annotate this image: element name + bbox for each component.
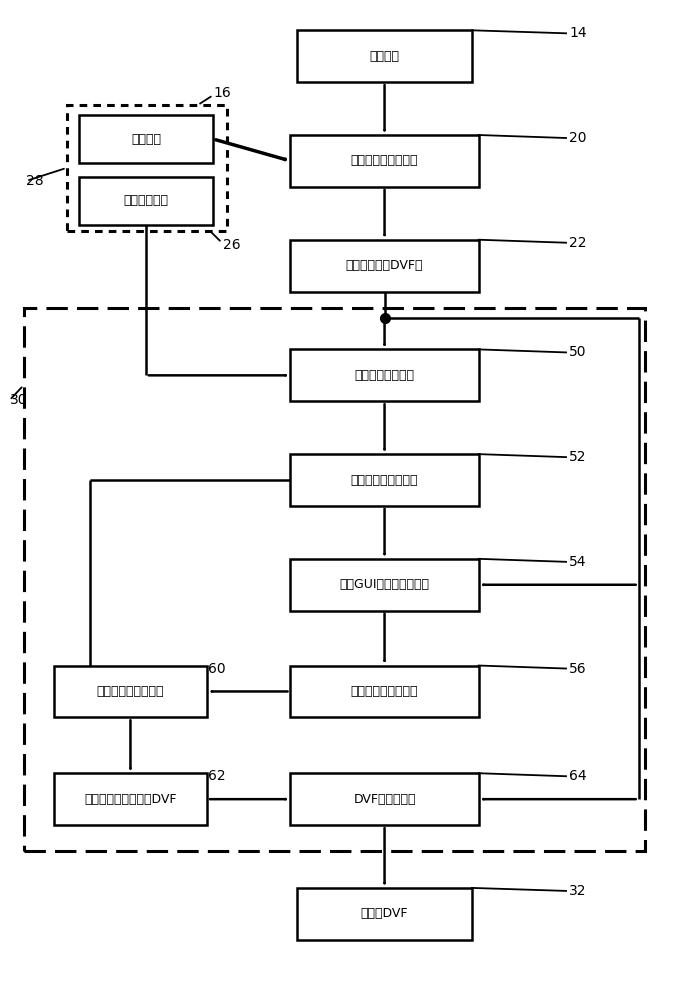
Text: 可变形图像配准模块: 可变形图像配准模块 <box>351 154 418 167</box>
Text: 计划图像: 计划图像 <box>131 133 161 146</box>
FancyBboxPatch shape <box>54 666 207 717</box>
Text: 60: 60 <box>208 662 225 676</box>
Text: 52: 52 <box>570 450 587 464</box>
FancyBboxPatch shape <box>79 177 213 225</box>
Text: 具有GUI的轮廓编辑模块: 具有GUI的轮廓编辑模块 <box>340 578 429 591</box>
FancyBboxPatch shape <box>290 666 479 717</box>
Text: 32: 32 <box>570 884 587 898</box>
Text: 14: 14 <box>570 26 587 40</box>
Text: 20: 20 <box>570 131 587 145</box>
Text: 56: 56 <box>570 662 587 676</box>
Text: 计划图像轮廓: 计划图像轮廓 <box>124 194 169 207</box>
FancyBboxPatch shape <box>290 559 479 611</box>
Text: 处理图像: 处理图像 <box>369 50 400 63</box>
Text: 16: 16 <box>213 86 231 100</box>
Text: 62: 62 <box>208 769 225 783</box>
Text: 26: 26 <box>223 238 241 252</box>
Text: 变形矢量场（DVF）: 变形矢量场（DVF） <box>346 259 423 272</box>
FancyBboxPatch shape <box>297 30 472 82</box>
FancyBboxPatch shape <box>290 454 479 506</box>
FancyBboxPatch shape <box>79 115 213 163</box>
Text: 64: 64 <box>570 769 587 783</box>
Text: 22: 22 <box>570 236 587 250</box>
FancyBboxPatch shape <box>297 888 472 940</box>
Text: DVF组合器模块: DVF组合器模块 <box>353 793 416 806</box>
Text: 可变形轮廓配准模块: 可变形轮廓配准模块 <box>97 685 164 698</box>
Text: 用户调整的最终轮廓: 用户调整的最终轮廓 <box>351 685 418 698</box>
FancyBboxPatch shape <box>290 349 479 401</box>
Text: 代表轮廓调整的调整DVF: 代表轮廓调整的调整DVF <box>84 793 177 806</box>
Text: 50: 50 <box>570 345 587 359</box>
FancyBboxPatch shape <box>290 240 479 292</box>
Text: 自动生成的初始轮廓: 自动生成的初始轮廓 <box>351 474 418 487</box>
Text: 校正的DVF: 校正的DVF <box>361 907 408 920</box>
Text: 28: 28 <box>26 174 44 188</box>
Text: 54: 54 <box>570 555 587 569</box>
FancyBboxPatch shape <box>54 773 207 825</box>
Text: 30: 30 <box>9 393 27 407</box>
FancyBboxPatch shape <box>290 135 479 187</box>
Text: 图像轮廓偏离模块: 图像轮廓偏离模块 <box>354 369 414 382</box>
FancyBboxPatch shape <box>290 773 479 825</box>
